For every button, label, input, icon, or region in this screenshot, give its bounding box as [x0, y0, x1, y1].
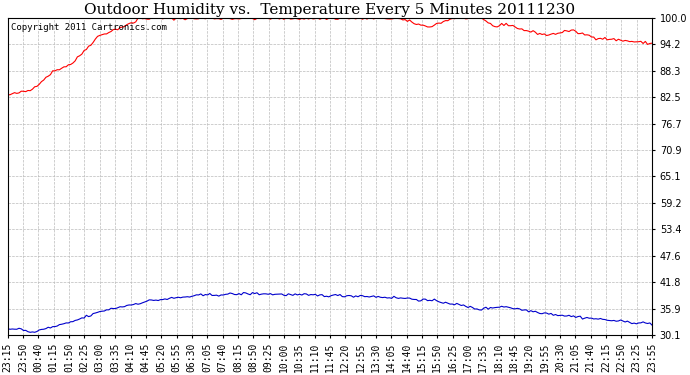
Title: Outdoor Humidity vs.  Temperature Every 5 Minutes 20111230: Outdoor Humidity vs. Temperature Every 5… [84, 3, 575, 17]
Text: Copyright 2011 Cartronics.com: Copyright 2011 Cartronics.com [11, 23, 167, 32]
